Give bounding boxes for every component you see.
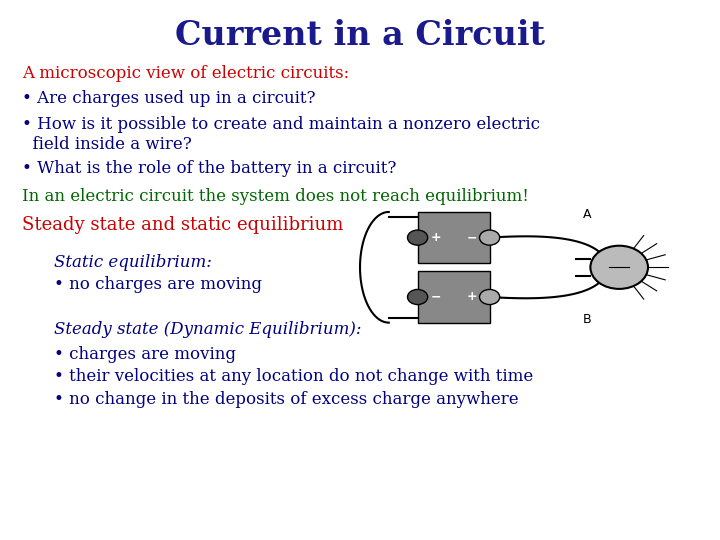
- Ellipse shape: [480, 230, 500, 245]
- Ellipse shape: [480, 289, 500, 305]
- Text: +: +: [431, 231, 441, 244]
- Text: −: −: [467, 231, 477, 244]
- Text: • no charges are moving: • no charges are moving: [54, 276, 262, 293]
- Text: Steady state and static equilibrium: Steady state and static equilibrium: [22, 216, 343, 234]
- Text: In an electric circuit the system does not reach equilibrium!: In an electric circuit the system does n…: [22, 188, 528, 205]
- Circle shape: [590, 246, 648, 289]
- Text: A microscopic view of electric circuits:: A microscopic view of electric circuits:: [22, 65, 349, 82]
- Text: Steady state (Dynamic Equilibrium):: Steady state (Dynamic Equilibrium):: [54, 321, 361, 338]
- Text: A: A: [583, 208, 592, 221]
- Text: • What is the role of the battery in a circuit?: • What is the role of the battery in a c…: [22, 160, 396, 177]
- Ellipse shape: [408, 289, 428, 305]
- Ellipse shape: [408, 230, 428, 245]
- Text: • How is it possible to create and maintain a nonzero electric: • How is it possible to create and maint…: [22, 116, 539, 132]
- Text: −: −: [431, 291, 441, 303]
- Text: • charges are moving: • charges are moving: [54, 346, 236, 362]
- Text: • no change in the deposits of excess charge anywhere: • no change in the deposits of excess ch…: [54, 391, 518, 408]
- Bar: [418, 212, 490, 263]
- Bar: [418, 271, 490, 322]
- Text: Current in a Circuit: Current in a Circuit: [175, 19, 545, 52]
- Text: • their velocities at any location do not change with time: • their velocities at any location do no…: [54, 368, 534, 385]
- Text: +: +: [467, 291, 477, 303]
- Text: Static equilibrium:: Static equilibrium:: [54, 254, 212, 271]
- Text: field inside a wire?: field inside a wire?: [22, 136, 192, 153]
- Text: • Are charges used up in a circuit?: • Are charges used up in a circuit?: [22, 90, 315, 107]
- Text: B: B: [583, 313, 592, 326]
